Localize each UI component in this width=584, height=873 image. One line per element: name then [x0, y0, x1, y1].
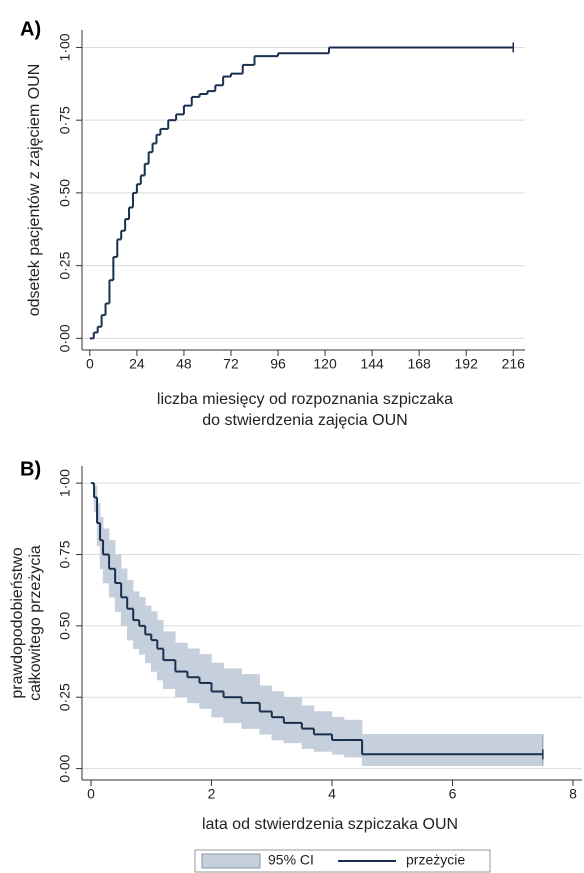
- x-tick-label: 48: [176, 356, 192, 372]
- y-tick-label: 0·75: [57, 106, 73, 134]
- ci-band: [241, 674, 260, 729]
- y-axis-label: całkowitego przeżycia: [27, 545, 44, 701]
- x-tick-label: 24: [129, 356, 145, 372]
- y-axis-label: odsetek pacjentów z zajęciem OUN: [26, 64, 43, 317]
- x-tick-label: 144: [360, 356, 384, 372]
- x-tick-label: 6: [449, 786, 457, 802]
- ci-band: [271, 691, 285, 741]
- ci-band: [175, 642, 188, 698]
- x-tick-label: 2: [208, 786, 216, 802]
- x-tick-label: 8: [569, 786, 577, 802]
- x-tick-label: 72: [223, 356, 239, 372]
- y-tick-label: 0·50: [57, 179, 73, 207]
- y-tick-label: 0·00: [57, 754, 73, 782]
- ci-band: [301, 705, 315, 749]
- legend-swatch: [201, 853, 261, 869]
- ci-band: [361, 734, 544, 766]
- x-tick-label: 216: [502, 356, 526, 372]
- y-tick-label: 0·75: [57, 540, 73, 568]
- x-tick-label: 4: [328, 786, 336, 802]
- x-axis-label: lata od stwierdzenia szpiczaka OUN: [202, 816, 458, 833]
- y-tick-label: 0·50: [57, 612, 73, 640]
- panel-label: B): [20, 458, 41, 480]
- x-tick-label: 0: [87, 786, 95, 802]
- ci-band: [331, 716, 345, 755]
- x-tick-label: 96: [270, 356, 286, 372]
- ci-band: [313, 711, 333, 752]
- ci-band: [211, 662, 224, 718]
- y-axis-label: prawdopodobieństwo: [9, 547, 26, 698]
- y-tick-label: 0·00: [57, 324, 73, 352]
- ci-band: [223, 668, 242, 724]
- x-axis-label: do stwierdzenia zajęcia OUN: [202, 412, 407, 429]
- x-tick-label: 192: [455, 356, 479, 372]
- ci-band: [259, 685, 273, 735]
- legend-label: 95% CI: [268, 852, 314, 868]
- x-tick-label: 0: [86, 356, 94, 372]
- x-tick-label: 120: [313, 356, 337, 372]
- ci-band: [187, 648, 200, 704]
- legend-label: przeżycie: [406, 852, 465, 868]
- y-tick-label: 0·25: [57, 683, 73, 711]
- x-axis-label: liczba miesięcy od rozpoznania szpiczaka: [157, 391, 453, 408]
- ci-band: [343, 719, 363, 758]
- y-tick-label: 0·25: [57, 251, 73, 279]
- ci-band: [199, 654, 212, 709]
- ci-band: [283, 696, 303, 744]
- y-tick-label: 1·00: [57, 469, 73, 497]
- x-tick-label: 168: [407, 356, 431, 372]
- y-tick-label: 1·00: [57, 33, 73, 61]
- panel-label: A): [20, 18, 41, 40]
